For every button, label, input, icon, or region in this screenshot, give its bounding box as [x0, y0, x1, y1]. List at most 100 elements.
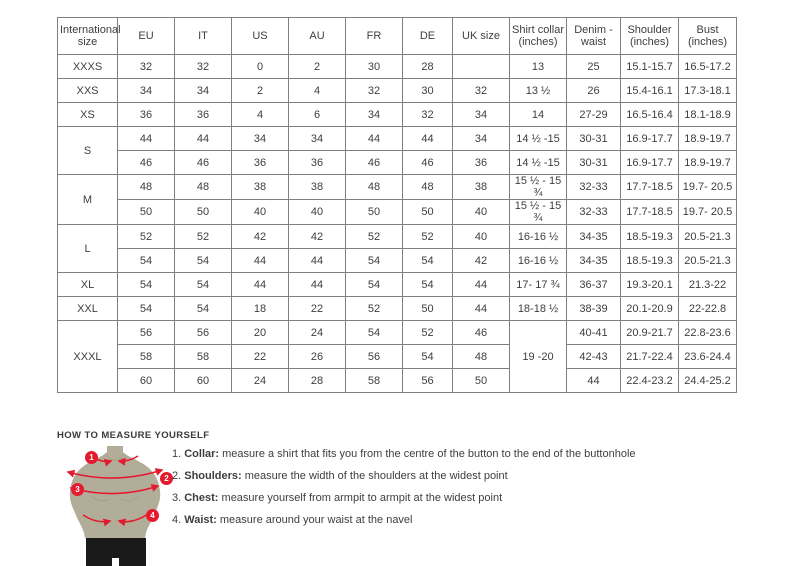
column-header: Bust (inches) [678, 17, 737, 55]
table-cell: 34 [117, 78, 175, 103]
table-cell: 32-33 [566, 199, 621, 225]
table-cell: 54 [117, 296, 175, 321]
table-cell: 2 [231, 78, 289, 103]
table-cell: 22-22.8 [678, 296, 737, 321]
table-cell: 42 [452, 248, 510, 273]
table-cell: 52 [402, 320, 453, 345]
table-cell: 34 [231, 126, 289, 151]
table-cell: 34 [174, 78, 232, 103]
table-cell: 54 [174, 272, 232, 297]
table-cell: 42-43 [566, 344, 621, 369]
table-cell: 48 [452, 344, 510, 369]
table-cell: 46 [117, 150, 175, 175]
table-cell: 36 [288, 150, 346, 175]
measure-arrow-waist-right [117, 513, 149, 527]
table-cell: 18.5-19.3 [620, 248, 679, 273]
table-cell: 50 [402, 199, 453, 225]
column-header: FR [345, 17, 403, 55]
table-cell: 38 [288, 174, 346, 200]
table-cell: 42 [288, 224, 346, 249]
table-cell: 52 [174, 224, 232, 249]
step-text: measure around your waist at the navel [216, 514, 413, 526]
table-cell: 40 [288, 199, 346, 225]
table-cell: 46 [402, 150, 453, 175]
size-label-cell: XXXS [57, 54, 118, 79]
table-cell: 56 [402, 368, 453, 393]
table-cell: 54 [174, 248, 232, 273]
measure-steps-list: 1. Collar: measure a shirt that fits you… [172, 448, 732, 536]
table-cell: 52 [117, 224, 175, 249]
size-label-cell: M [57, 174, 118, 225]
mannequin-illustration [66, 446, 164, 566]
measure-arrow-shoulders [66, 468, 164, 479]
table-row: 50 50 40 40 50 50 40 15 ½ - 15 ¾ 32-33 17.7-18.5 1… [58, 199, 737, 225]
table-cell: 13 ½ [509, 78, 567, 103]
measure-badge-1: 1 [85, 451, 98, 464]
column-header: International size [57, 17, 121, 55]
measure-badge-4: 4 [146, 509, 159, 522]
table-cell: 4 [288, 78, 346, 103]
table-cell: 22.8-23.6 [678, 320, 737, 345]
table-cell: 38-39 [566, 296, 621, 321]
table-row: XL 54 54 44 44 54 54 44 17- 17 ¾ 36-37 19.3-20.1 21… [57, 272, 737, 297]
size-label-cell: S [57, 126, 118, 175]
table-cell: 58 [174, 344, 232, 369]
table-cell: 50 [452, 368, 510, 393]
table-row: 54 54 44 44 54 54 42 16-16 ½ 34-35 18.5-19.3 20.5-… [58, 248, 737, 273]
table-cell: 18 [231, 296, 289, 321]
table-cell: 44 [402, 126, 453, 151]
table-cell: 32 [402, 102, 453, 127]
measure-arrow-collar-right [117, 455, 139, 466]
table-cell: 44 [231, 272, 289, 297]
table-cell: 34-35 [566, 248, 621, 273]
measure-section-title: HOW TO MEASURE YOURSELF [57, 430, 210, 441]
table-cell: 14 ½ -15 [509, 150, 567, 175]
table-cell: 54 [402, 344, 453, 369]
table-cell: 50 [345, 199, 403, 225]
table-cell: 34-35 [566, 224, 621, 249]
column-header: UK size [452, 17, 510, 55]
table-row: 58 58 22 26 56 54 48 42-43 21.7-22.4 23.6-24.4 [58, 344, 737, 369]
table-body: XXXS 32 32 0 2 30 28 13 25 15.1-15.7 16.5-17.2 XXS 3… [57, 54, 737, 393]
table-cell: 16.9-17.7 [620, 126, 679, 151]
measure-arrow-waist-left [82, 514, 112, 527]
table-cell: 52 [402, 224, 453, 249]
table-cell: 32 [174, 54, 232, 79]
table-cell: 44 [174, 126, 232, 151]
column-header: IT [174, 17, 232, 55]
table-cell: 36-37 [566, 272, 621, 297]
table-cell: 0 [231, 54, 289, 79]
table-cell: 40-41 [566, 320, 621, 345]
size-label-cell: L [57, 224, 118, 273]
table-cell: 34 [288, 126, 346, 151]
table-cell: 24.4-25.2 [678, 368, 737, 393]
table-cell: 17.7-18.5 [620, 174, 679, 200]
table-row: S 44 44 34 34 44 44 34 14 ½ -15 30-31 16.9-17.7 18.… [57, 126, 737, 175]
column-header: US [231, 17, 289, 55]
table-cell: 34 [452, 126, 510, 151]
measure-badge-3: 3 [71, 483, 84, 496]
table-cell: 30-31 [566, 150, 621, 175]
table-cell: 56 [345, 344, 403, 369]
table-cell: 16-16 ½ [509, 248, 567, 273]
table-cell: 44 [566, 368, 621, 393]
table-cell: 19.7- 20.5 [678, 199, 737, 225]
step-number: 3. [172, 492, 185, 504]
step-label: Collar: [184, 448, 220, 460]
mannequin-neck-shade [106, 454, 124, 461]
table-cell: 21.7-22.4 [620, 344, 679, 369]
table-cell: 56 [117, 320, 175, 345]
table-cell: 50 [117, 199, 175, 225]
table-cell: 23.6-24.4 [678, 344, 737, 369]
table-cell: 16.9-17.7 [620, 150, 679, 175]
table-row: XXL 54 54 18 22 52 50 44 18-18 ½ 38-39 20.1-20.9 22… [57, 296, 737, 321]
table-cell: 54 [402, 272, 453, 297]
table-cell: 20 [231, 320, 289, 345]
table-cell: 19 -20 [509, 320, 567, 393]
table-cell: 17- 17 ¾ [509, 272, 567, 297]
size-chart-table: International size EU IT US AU FR DE UK size Shi… [57, 17, 737, 393]
table-cell: 26 [288, 344, 346, 369]
table-cell: 20.5-21.3 [678, 224, 737, 249]
table-cell: 46 [345, 150, 403, 175]
table-row: M 48 48 38 38 48 48 38 15 ½ - 15 ¾ 32-33 17.7-18.5… [57, 174, 737, 225]
